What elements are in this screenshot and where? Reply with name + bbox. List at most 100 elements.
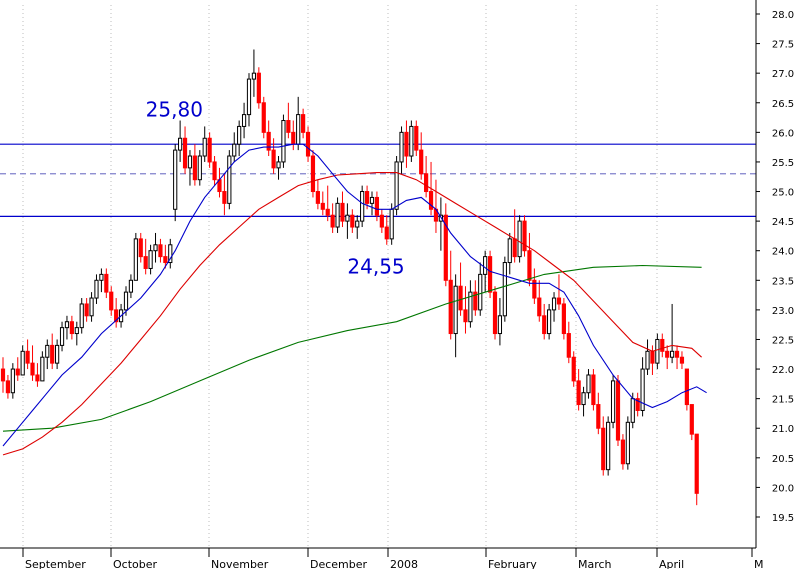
candle bbox=[153, 232, 158, 263]
candle-body bbox=[492, 291, 498, 335]
candle-body bbox=[286, 120, 291, 133]
candle bbox=[15, 357, 20, 381]
candle bbox=[25, 339, 30, 370]
candle-body bbox=[50, 344, 55, 364]
candle-body bbox=[355, 220, 360, 228]
candle bbox=[241, 102, 247, 139]
candle-body bbox=[350, 214, 355, 228]
candle-body bbox=[551, 297, 557, 311]
candle bbox=[251, 49, 257, 97]
candle-body bbox=[276, 161, 281, 169]
candle-body bbox=[310, 155, 316, 193]
candle-body bbox=[222, 191, 227, 204]
candle bbox=[20, 345, 25, 376]
candle-body bbox=[138, 238, 143, 258]
candle bbox=[281, 114, 286, 168]
vertical-gridlines bbox=[22, 5, 658, 548]
candle-body bbox=[502, 262, 507, 317]
candle-body bbox=[542, 315, 547, 335]
candle bbox=[689, 404, 694, 441]
candle bbox=[74, 321, 79, 346]
annotation-label: 25,80 bbox=[146, 98, 203, 122]
candle-body bbox=[448, 279, 453, 335]
candle bbox=[212, 156, 217, 186]
y-tick-label: 21.0 bbox=[772, 424, 794, 435]
candle-body bbox=[305, 131, 311, 157]
candle-body bbox=[232, 143, 237, 157]
candle bbox=[483, 250, 488, 293]
candle-body bbox=[576, 380, 581, 406]
candle-body bbox=[625, 421, 630, 465]
candle-body bbox=[64, 321, 70, 329]
candle-body bbox=[586, 374, 591, 394]
moving-averages bbox=[2, 143, 707, 456]
candle bbox=[507, 232, 512, 275]
candle bbox=[596, 392, 601, 435]
candle bbox=[660, 333, 665, 358]
candle-body bbox=[15, 368, 20, 376]
candle bbox=[109, 286, 114, 316]
candle-body bbox=[458, 285, 463, 311]
candle bbox=[84, 298, 89, 322]
candle bbox=[625, 416, 630, 470]
candle bbox=[197, 150, 202, 186]
candle bbox=[237, 120, 242, 157]
candle bbox=[537, 280, 542, 322]
candle bbox=[256, 67, 261, 109]
candle-body bbox=[684, 368, 689, 406]
candle bbox=[168, 238, 173, 269]
candle-body bbox=[581, 392, 586, 406]
y-tick-label: 25.5 bbox=[772, 158, 794, 169]
candle bbox=[522, 215, 527, 257]
candle bbox=[448, 250, 453, 340]
candle-body bbox=[674, 350, 680, 358]
candle bbox=[94, 274, 99, 304]
candle bbox=[635, 392, 640, 417]
candle-body bbox=[478, 273, 483, 311]
candle bbox=[576, 369, 581, 411]
candle-body bbox=[463, 309, 468, 323]
candle bbox=[551, 292, 557, 322]
candle-body bbox=[20, 350, 25, 376]
candle bbox=[438, 197, 443, 251]
candle-body bbox=[84, 303, 89, 317]
candle bbox=[581, 386, 586, 417]
level-lines bbox=[0, 143, 756, 217]
candle-body bbox=[414, 125, 419, 151]
candle-body bbox=[30, 362, 35, 376]
candle-body bbox=[281, 120, 286, 163]
candle-body bbox=[487, 256, 493, 293]
candle bbox=[674, 345, 680, 370]
candle bbox=[414, 120, 419, 157]
candle-body bbox=[615, 380, 621, 441]
candle bbox=[527, 232, 532, 287]
candle bbox=[424, 156, 429, 198]
candle-body bbox=[123, 291, 129, 311]
y-tick-label: 24.0 bbox=[772, 247, 794, 258]
y-tick-label: 24.5 bbox=[772, 217, 794, 228]
candles bbox=[0, 49, 699, 506]
candle bbox=[650, 345, 655, 375]
candle bbox=[266, 120, 271, 157]
candle-body bbox=[94, 279, 99, 299]
candle bbox=[561, 298, 566, 340]
candle bbox=[10, 363, 15, 399]
candle bbox=[276, 156, 281, 180]
candle-body bbox=[192, 155, 197, 181]
candle-body bbox=[261, 102, 266, 133]
y-tick-label: 25.0 bbox=[772, 188, 794, 199]
candle bbox=[227, 150, 232, 210]
candle bbox=[148, 244, 153, 275]
candle-body bbox=[133, 238, 138, 281]
candle-body bbox=[640, 368, 645, 411]
candle bbox=[310, 150, 316, 198]
candle bbox=[59, 321, 65, 352]
candle bbox=[463, 286, 468, 334]
candle bbox=[571, 351, 576, 387]
candle-body bbox=[527, 250, 532, 281]
candle bbox=[207, 132, 212, 168]
candle-body bbox=[547, 309, 552, 335]
candle bbox=[384, 215, 389, 245]
candle-body bbox=[325, 208, 330, 216]
